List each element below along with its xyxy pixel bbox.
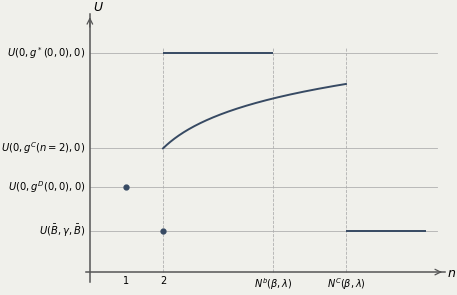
Text: $U$: $U$ [93, 1, 104, 14]
Text: $U(\bar{B}, \gamma, \bar{B})$: $U(\bar{B}, \gamma, \bar{B})$ [39, 223, 85, 239]
Text: $U(0, g^C(n=2), 0)$: $U(0, g^C(n=2), 0)$ [1, 140, 85, 156]
Text: $n$: $n$ [446, 267, 456, 280]
Text: $U(0, g^*(0,0), 0)$: $U(0, g^*(0,0), 0)$ [7, 45, 85, 61]
Text: $U(0, g^D(0,0), 0)$: $U(0, g^D(0,0), 0)$ [8, 179, 85, 195]
